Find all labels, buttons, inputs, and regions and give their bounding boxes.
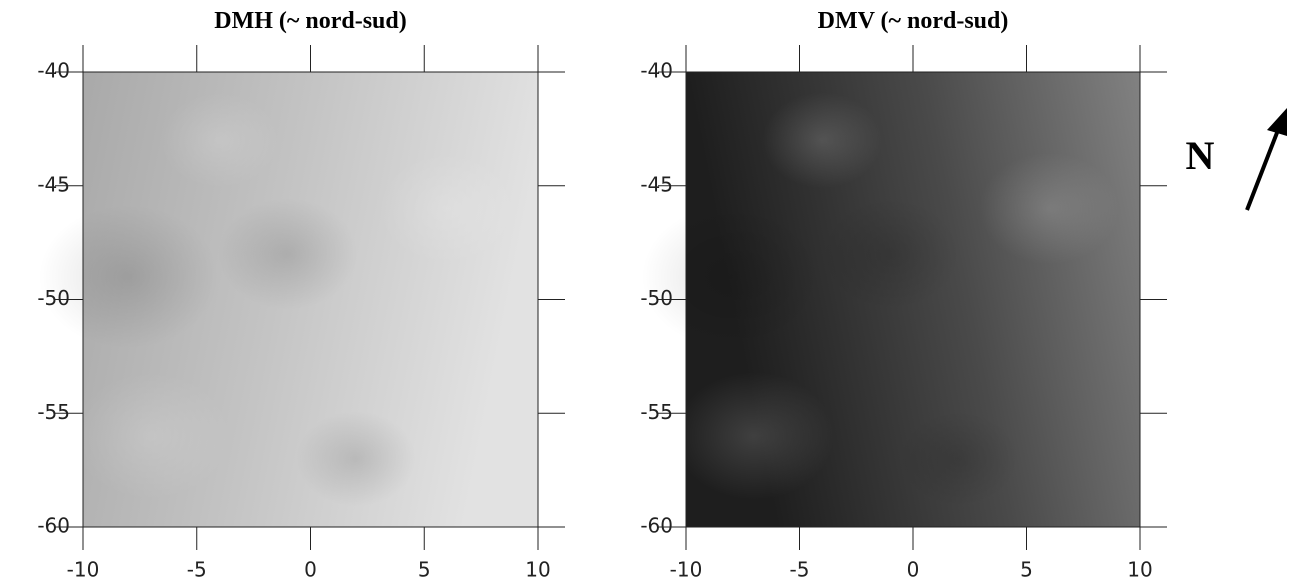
- y-tick-label: -55: [640, 400, 673, 424]
- image-texture: [641, 204, 822, 349]
- image-texture: [38, 204, 219, 349]
- y-tick-label: -40: [37, 59, 70, 83]
- x-tick-label: 0: [907, 558, 920, 582]
- image-texture: [979, 152, 1120, 265]
- image-texture: [820, 198, 961, 310]
- y-tick-label: -50: [37, 286, 70, 310]
- y-tick-label: -55: [37, 400, 70, 424]
- y-tick-label: -60: [37, 514, 70, 538]
- x-tick-label: -5: [790, 558, 810, 582]
- y-tick-label: -50: [640, 286, 673, 310]
- image-texture: [898, 410, 1019, 507]
- chart-title: DMV (~ nord-sud): [818, 8, 1009, 34]
- y-tick-label: -45: [37, 172, 70, 196]
- x-tick-label: -10: [670, 558, 703, 582]
- x-tick-label: -10: [67, 558, 100, 582]
- image-texture: [296, 410, 416, 507]
- image-texture: [377, 152, 517, 265]
- y-tick-label: -40: [640, 59, 673, 83]
- y-tick-label: -45: [640, 172, 673, 196]
- x-tick-label: 5: [418, 558, 431, 582]
- image-texture: [762, 92, 883, 189]
- x-tick-label: -5: [187, 558, 207, 582]
- y-tick-label: -60: [640, 514, 673, 538]
- x-tick-label: 0: [304, 558, 317, 582]
- image-texture: [217, 198, 358, 310]
- x-tick-label: 5: [1020, 558, 1033, 582]
- chart-title: DMH (~ nord-sud): [214, 8, 407, 34]
- x-tick-label: 10: [1127, 558, 1152, 582]
- image-texture: [674, 372, 835, 500]
- north-arrow: [1245, 124, 1282, 211]
- image-texture: [159, 92, 280, 189]
- x-tick-label: 10: [525, 558, 550, 582]
- north-arrow-head: [1267, 108, 1287, 136]
- image-texture: [71, 372, 232, 500]
- north-label: N: [1186, 133, 1215, 178]
